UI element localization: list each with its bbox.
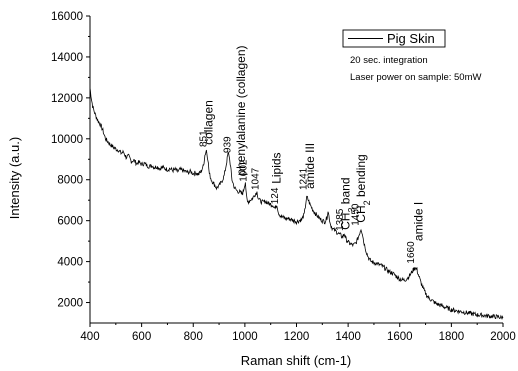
peak-annotation: CH3 band	[338, 178, 356, 230]
peak-annotation: 851	[198, 130, 209, 147]
legend: Pig Skin	[342, 29, 446, 48]
x-tick-label: 1000	[232, 331, 258, 343]
peak-annotation: amide III	[303, 143, 317, 189]
peak-annotation: Lipids	[270, 152, 284, 183]
x-tick-label: 600	[132, 331, 151, 343]
y-tick-label: 2000	[57, 298, 83, 310]
peak-annotation: 1047	[250, 167, 261, 190]
x-tick-label: 2000	[490, 331, 516, 343]
legend-label: Pig Skin	[387, 31, 435, 46]
peak-annotation: phenylalanine (collagen)	[234, 46, 248, 176]
y-tick-label: 10000	[51, 134, 83, 146]
note-laser-power: Laser power on sample: 50mW	[350, 72, 482, 83]
y-tick-label: 4000	[57, 257, 83, 269]
y-axis-title: Intensity (a.u.)	[7, 137, 22, 219]
peak-annotation: 1002	[238, 159, 249, 182]
x-tick-label: 1800	[439, 331, 465, 343]
peak-annotation: 1385	[335, 208, 346, 231]
x-tick-label: 1400	[335, 331, 361, 343]
plot-area: 400 600 800 1000 1200 1400 1600 1800 2000 2000 400…	[51, 11, 516, 343]
series-line-pig-skin	[89, 87, 504, 320]
x-tick-label: 400	[80, 331, 99, 343]
peak-annotation: 1241	[298, 167, 309, 190]
x-tick-label: 1200	[284, 331, 310, 343]
note-integration: 20 sec. integration	[350, 55, 428, 66]
legend-box	[342, 29, 446, 48]
peak-annotation: CH2 bending	[354, 154, 372, 222]
peak-annotation: 124	[270, 187, 281, 204]
peak-annotation: amide I	[412, 202, 426, 241]
y-tick-label: 8000	[57, 175, 83, 187]
y-tick-label: 12000	[51, 93, 83, 105]
y-tick-label: 16000	[51, 11, 83, 23]
y-tick-label: 14000	[51, 52, 83, 64]
peak-annotation: collagen	[202, 100, 216, 145]
peak-annotation: 1660	[406, 241, 417, 264]
x-tick-label: 800	[184, 331, 203, 343]
y-tick-label: 6000	[57, 216, 83, 228]
x-axis-title: Raman shift (cm-1)	[241, 353, 352, 368]
x-tick-label: 1600	[387, 331, 413, 343]
peak-annotation: 1450	[350, 203, 361, 226]
peak-annotation: 939	[222, 136, 233, 153]
